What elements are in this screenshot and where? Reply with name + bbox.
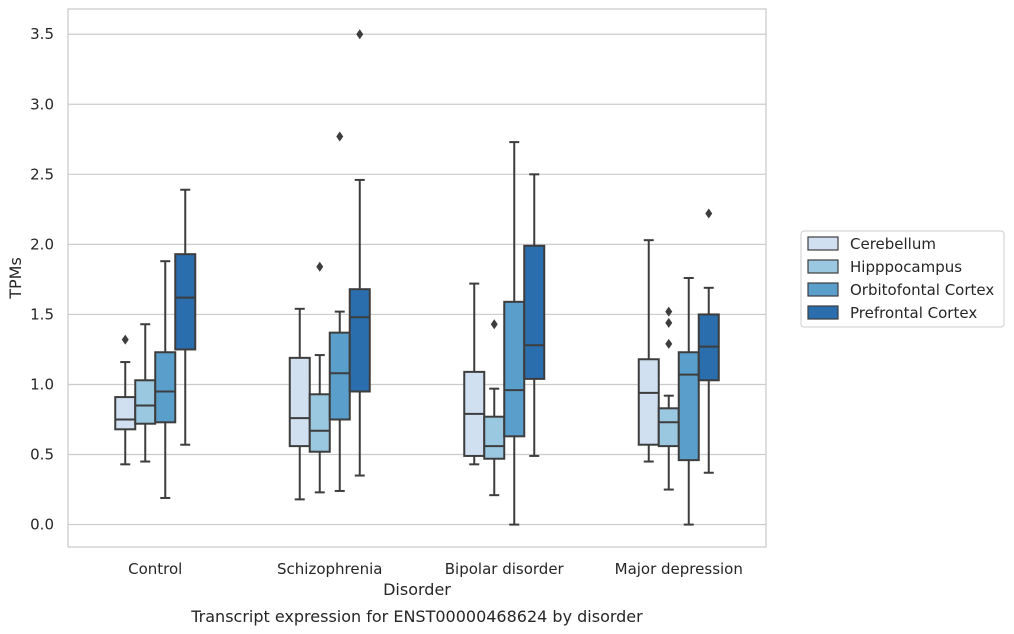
x-tick-label: Control: [128, 560, 182, 578]
box-iqr: [483, 415, 506, 460]
box-prefrontal-cortex: [174, 188, 197, 446]
box-orbitofontal-cortex: [328, 131, 351, 492]
outlier-point: [356, 29, 364, 40]
box-iqr: [308, 393, 331, 453]
box-orbitofontal-cortex: [677, 277, 700, 526]
box-iqr: [677, 351, 700, 462]
legend-frame: [800, 230, 1005, 328]
x-tick-labels: Control Schizophrenia Bipolar disorder Majo…: [128, 560, 743, 578]
x-tick-label: Major depression: [615, 560, 743, 578]
box-orbitofontal-cortex: [503, 141, 526, 526]
y-tick-label: 2.0: [30, 235, 54, 253]
legend-label: Cerebellum: [850, 235, 936, 253]
box-iqr: [503, 300, 526, 438]
legend-swatch: [807, 236, 839, 251]
box-hipppocampus: [483, 319, 506, 497]
plot-area: [67, 8, 767, 548]
legend-swatch: [807, 305, 839, 320]
y-tick-label: 2.5: [30, 165, 54, 183]
x-tick-label: Bipolar disorder: [445, 560, 565, 578]
box-orbitofontal-cortex: [154, 260, 177, 499]
box-iqr: [288, 356, 311, 448]
box-hipppocampus: [308, 261, 331, 494]
box-cerebellum: [463, 282, 486, 466]
legend: Cerebellum Hipppocampus Orbitofontal Corte…: [800, 230, 1005, 328]
box-iqr: [174, 253, 197, 351]
y-tick-labels: 0.0 0.5 1.0 1.5 2.0 2.5 3.0 3.5: [30, 25, 54, 533]
box-prefrontal-cortex: [697, 208, 720, 474]
box-iqr: [657, 407, 680, 448]
box-iqr: [637, 358, 660, 446]
outlier-point: [336, 131, 344, 142]
box-cerebellum: [114, 334, 137, 466]
box-prefrontal-cortex: [523, 173, 546, 457]
legend-label: Prefrontal Cortex: [850, 304, 977, 322]
y-axis-label: TPMs: [6, 257, 25, 300]
outlier-point: [705, 208, 713, 219]
box-prefrontal-cortex: [348, 29, 371, 477]
outlier-point: [121, 334, 129, 345]
y-tick-label: 1.5: [30, 305, 54, 323]
box-hipppocampus: [134, 323, 157, 463]
box-iqr: [523, 244, 546, 380]
outlier-point: [490, 319, 498, 330]
boxes-layer: [114, 29, 720, 526]
box-iqr: [114, 396, 137, 431]
outlier-point: [316, 261, 324, 272]
chart-caption: Transcript expression for ENST0000046862…: [190, 607, 643, 626]
box-iqr: [134, 379, 157, 425]
y-tick-label: 0.5: [30, 446, 54, 464]
box-iqr: [348, 288, 371, 393]
legend-label: Orbitofontal Cortex: [850, 281, 994, 299]
box-iqr: [328, 331, 351, 421]
y-tick-label: 3.0: [30, 95, 54, 113]
x-axis-label: Disorder: [383, 580, 451, 599]
legend-label: Hipppocampus: [850, 258, 962, 276]
legend-swatch: [807, 282, 839, 297]
outlier-point: [665, 317, 673, 328]
x-tick-label: Schizophrenia: [277, 560, 382, 578]
y-tick-label: 1.0: [30, 375, 54, 393]
y-tick-label: 0.0: [30, 516, 54, 534]
outlier-point: [665, 306, 673, 317]
box-hipppocampus: [657, 306, 680, 491]
box-cerebellum: [637, 239, 660, 463]
box-iqr: [154, 351, 177, 424]
outlier-point: [665, 338, 673, 349]
y-tick-label: 3.5: [30, 25, 54, 43]
legend-swatch: [807, 259, 839, 274]
